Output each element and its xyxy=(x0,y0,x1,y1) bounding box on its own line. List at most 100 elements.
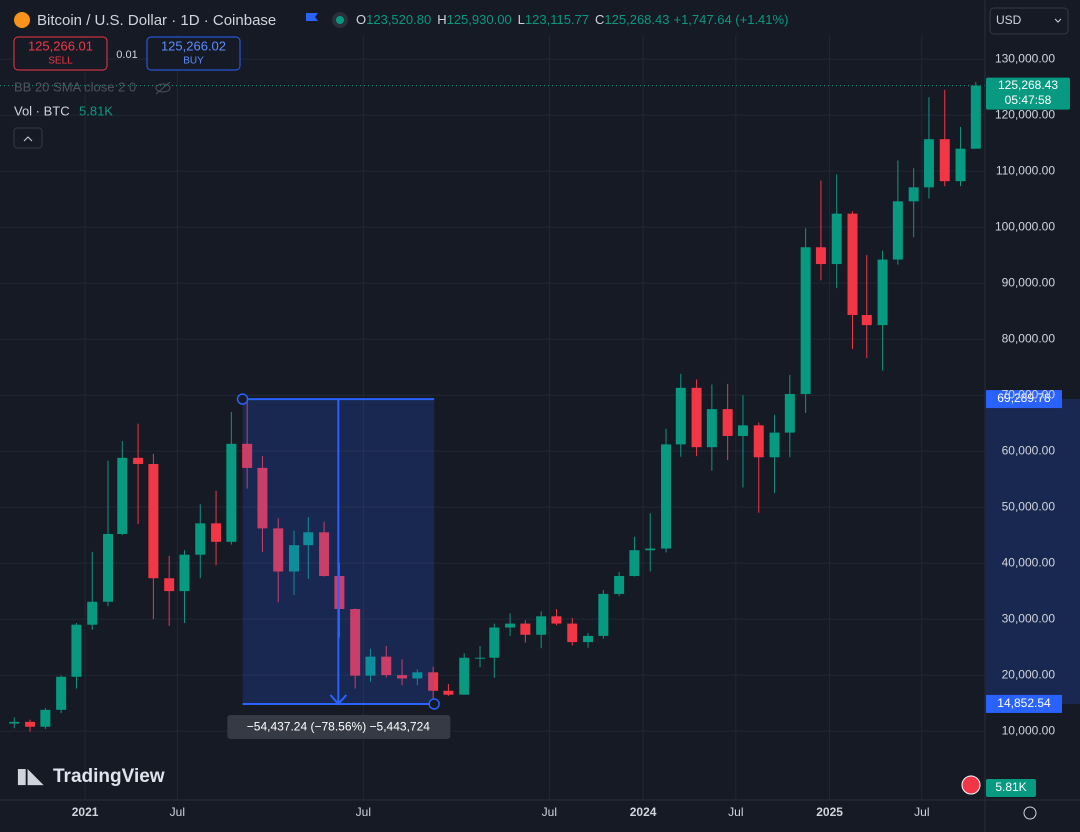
y-tick-label: 80,000.00 xyxy=(1002,331,1056,345)
ohlc-value: 125,268.43 xyxy=(604,12,669,27)
candle-body xyxy=(489,627,500,658)
candle-body xyxy=(40,709,51,727)
candle-body xyxy=(939,139,950,182)
candle-body xyxy=(520,623,531,635)
candle-body xyxy=(164,578,175,592)
x-tick-label: Jul xyxy=(914,805,929,819)
y-tick-label: 50,000.00 xyxy=(1002,499,1056,513)
x-tick-label: Jul xyxy=(542,805,557,819)
ohlc-key: C xyxy=(595,12,604,27)
last-price-label: 125,268.43 xyxy=(998,78,1058,92)
y-tick-label: 100,000.00 xyxy=(995,219,1055,233)
y-tick-label: 120,000.00 xyxy=(995,107,1055,121)
y-tick-label: 10,000.00 xyxy=(1002,723,1056,737)
candle-body xyxy=(923,139,934,188)
currency-select[interactable] xyxy=(989,7,1069,35)
candle-body xyxy=(350,609,361,676)
candle-body xyxy=(117,457,128,534)
candle-body xyxy=(784,393,795,433)
y-tick-label: 110,000.00 xyxy=(996,163,1055,177)
ohlc: O123,520.80 H125,930.00 L123,115.77 C125,26… xyxy=(356,12,788,27)
candle-body xyxy=(71,624,82,677)
candle-body xyxy=(226,443,237,542)
status-dot xyxy=(336,16,344,24)
candle-body xyxy=(289,545,300,572)
candle-body xyxy=(877,259,888,326)
candle-body xyxy=(428,672,439,691)
measure-label: −54,437.24 (−78.56%) −5,443,724 xyxy=(247,720,430,734)
ohlc-key: O xyxy=(356,12,366,27)
grid xyxy=(0,35,985,800)
x-tick-label: 2024 xyxy=(630,805,657,819)
candle-body xyxy=(551,616,562,624)
volume-badge-value: 5.81K xyxy=(995,780,1026,794)
measure-label-box xyxy=(227,714,451,739)
candle-body xyxy=(87,601,98,625)
y-tick-label: 30,000.00 xyxy=(1002,611,1056,625)
sell-price: 125,266.01 xyxy=(28,38,93,53)
ohlc-value: 125,930.00 xyxy=(447,12,512,27)
countdown: 05:47:58 xyxy=(1005,93,1052,107)
candle-body xyxy=(629,550,640,576)
indicator-legend: BB 20 SMA close 2 0 xyxy=(14,79,136,94)
y-tick-label: 90,000.00 xyxy=(1002,275,1056,289)
y-tick-label: 70,000.00 xyxy=(1002,387,1056,401)
candle-body xyxy=(148,463,159,579)
last-price-badge xyxy=(986,77,1070,110)
collapse-button[interactable] xyxy=(13,127,43,149)
spread: 0.01 xyxy=(116,49,137,61)
candle-body xyxy=(567,623,578,643)
candle-body xyxy=(365,656,376,676)
candle-body xyxy=(753,425,764,458)
measure-handle xyxy=(236,393,249,405)
ohlc-value: 123,115.77 xyxy=(525,12,589,27)
hide-icon[interactable] xyxy=(155,81,171,95)
candle-body xyxy=(691,387,702,448)
settings-icon[interactable] xyxy=(1023,806,1037,820)
collapse-icon xyxy=(23,136,33,142)
price-badge-label: 14,852.54 xyxy=(997,696,1051,710)
candle-body xyxy=(892,201,903,260)
candle-body xyxy=(443,690,454,695)
candle-body xyxy=(273,528,284,572)
x-tick-label: Jul xyxy=(728,805,743,819)
flag-icon[interactable] xyxy=(306,13,318,21)
volume-legend: Vol · BTC xyxy=(14,103,70,118)
currency: USD xyxy=(996,13,1022,27)
sell-label: SELL xyxy=(48,56,73,67)
candle-body xyxy=(861,315,872,326)
candle-body xyxy=(583,635,594,643)
candle-body xyxy=(737,425,748,436)
buy-button[interactable] xyxy=(146,36,241,71)
candle-body xyxy=(645,548,656,551)
candle-body xyxy=(847,213,858,316)
candle-body xyxy=(955,148,966,182)
change: +1,747.64 (+1.41%) xyxy=(673,12,788,27)
btc-icon xyxy=(14,12,30,28)
candle-body xyxy=(133,457,144,464)
y-tick-label: 130,000.00 xyxy=(995,51,1055,65)
candle-body xyxy=(614,575,625,594)
x-tick-label: 2021 xyxy=(72,805,99,819)
candle-body xyxy=(970,85,981,149)
candle-body xyxy=(56,676,67,710)
y-tick-label: 60,000.00 xyxy=(1002,443,1056,457)
candle-body xyxy=(103,533,114,602)
axes: 10,000.00 20,000.00 30,000.00 40,000.00 50,0… xyxy=(72,51,1056,819)
price-badge xyxy=(986,694,1062,713)
y-tick-label: 40,000.00 xyxy=(1002,555,1056,569)
price-badge xyxy=(986,390,1062,409)
ohlc-key: H xyxy=(437,12,446,27)
x-tick-label: Jul xyxy=(170,805,185,819)
sell-button[interactable] xyxy=(13,36,108,71)
price-badge-label: 69,289.78 xyxy=(997,391,1051,405)
candle-body xyxy=(675,387,686,445)
candle-body xyxy=(397,675,408,679)
volume-badge xyxy=(986,779,1036,797)
time-axis xyxy=(0,800,985,832)
x-tick-label: 2025 xyxy=(816,805,843,819)
candle-body xyxy=(412,672,423,679)
candle-body xyxy=(211,523,222,542)
candle-body xyxy=(459,657,470,695)
candle-body xyxy=(706,409,717,448)
